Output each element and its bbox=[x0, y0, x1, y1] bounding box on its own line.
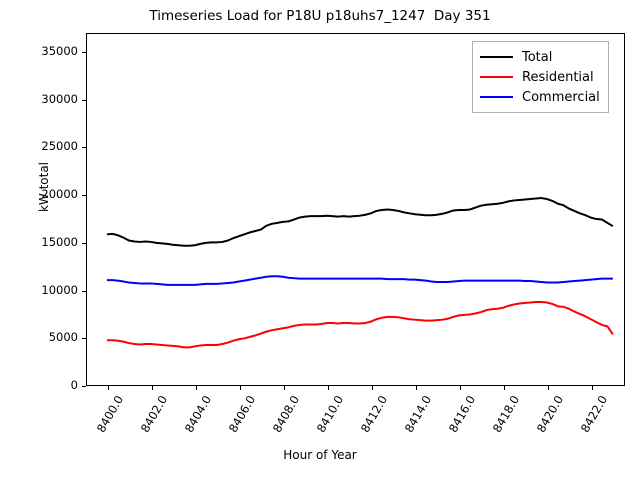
y-tick-mark bbox=[82, 99, 86, 101]
y-tick-mark bbox=[82, 195, 86, 197]
x-tick-mark bbox=[240, 386, 241, 390]
x-tick-label: 8418.0 bbox=[489, 393, 523, 435]
x-tick-mark bbox=[284, 386, 285, 390]
x-tick-mark bbox=[592, 386, 593, 390]
legend-label: Commercial bbox=[522, 89, 600, 105]
legend-item-commercial[interactable]: Commercial bbox=[480, 87, 600, 107]
x-tick-label: 8400.0 bbox=[93, 393, 127, 435]
legend-swatch-commercial-icon bbox=[480, 96, 513, 98]
y-tick-label: 15000 bbox=[41, 234, 78, 249]
x-tick-label: 8404.0 bbox=[181, 393, 215, 435]
x-tick-mark bbox=[196, 386, 197, 390]
x-tick-mark bbox=[416, 386, 417, 390]
legend-item-total[interactable]: Total bbox=[480, 47, 600, 67]
x-tick-mark bbox=[152, 386, 153, 390]
y-tick-label: 20000 bbox=[41, 187, 78, 202]
y-tick-mark bbox=[82, 290, 86, 292]
y-tick-mark bbox=[82, 52, 86, 54]
x-tick-mark bbox=[372, 386, 373, 390]
x-axis-label: Hour of Year bbox=[283, 448, 357, 462]
y-tick-mark bbox=[82, 242, 86, 244]
legend-label: Total bbox=[522, 49, 553, 65]
x-tick-label: 8406.0 bbox=[225, 393, 259, 435]
x-tick-label: 8420.0 bbox=[533, 393, 567, 435]
x-tick-mark bbox=[108, 386, 109, 390]
x-tick-label: 8422.0 bbox=[577, 393, 611, 435]
y-tick-label: 0 bbox=[70, 378, 78, 392]
y-tick-mark bbox=[82, 386, 86, 387]
plot-lines bbox=[106, 197, 614, 349]
chart-title: Timeseries Load for P18U p18uhs7_1247 Da… bbox=[149, 8, 491, 24]
y-tick-label: 5000 bbox=[48, 330, 78, 345]
x-tick-label: 8416.0 bbox=[445, 393, 479, 435]
series-line-residential bbox=[106, 301, 614, 349]
x-tick-mark bbox=[460, 386, 461, 390]
x-tick-label: 8412.0 bbox=[357, 393, 391, 435]
y-tick-mark bbox=[82, 147, 86, 149]
x-tick-mark bbox=[328, 386, 329, 390]
y-tick-label: 30000 bbox=[41, 91, 78, 106]
plot-area bbox=[86, 33, 625, 386]
legend-swatch-residential-icon bbox=[480, 76, 513, 78]
y-tick-mark bbox=[82, 338, 86, 340]
series-line-total bbox=[106, 197, 614, 247]
x-tick-label: 8408.0 bbox=[269, 393, 303, 435]
x-tick-mark bbox=[548, 386, 549, 390]
y-tick-label: 35000 bbox=[41, 44, 78, 59]
x-tick-label: 8402.0 bbox=[137, 393, 171, 435]
legend-label: Residential bbox=[522, 69, 594, 85]
chart-legend: Total Residential Commercial bbox=[472, 41, 609, 113]
legend-swatch-total-icon bbox=[480, 56, 513, 58]
x-tick-mark bbox=[504, 386, 505, 390]
series-line-commercial bbox=[106, 275, 613, 286]
y-tick-label: 25000 bbox=[41, 139, 78, 154]
x-tick-label: 8410.0 bbox=[313, 393, 347, 435]
y-tick-label: 10000 bbox=[41, 282, 78, 297]
legend-item-residential[interactable]: Residential bbox=[480, 67, 600, 87]
x-tick-label: 8414.0 bbox=[401, 393, 435, 435]
